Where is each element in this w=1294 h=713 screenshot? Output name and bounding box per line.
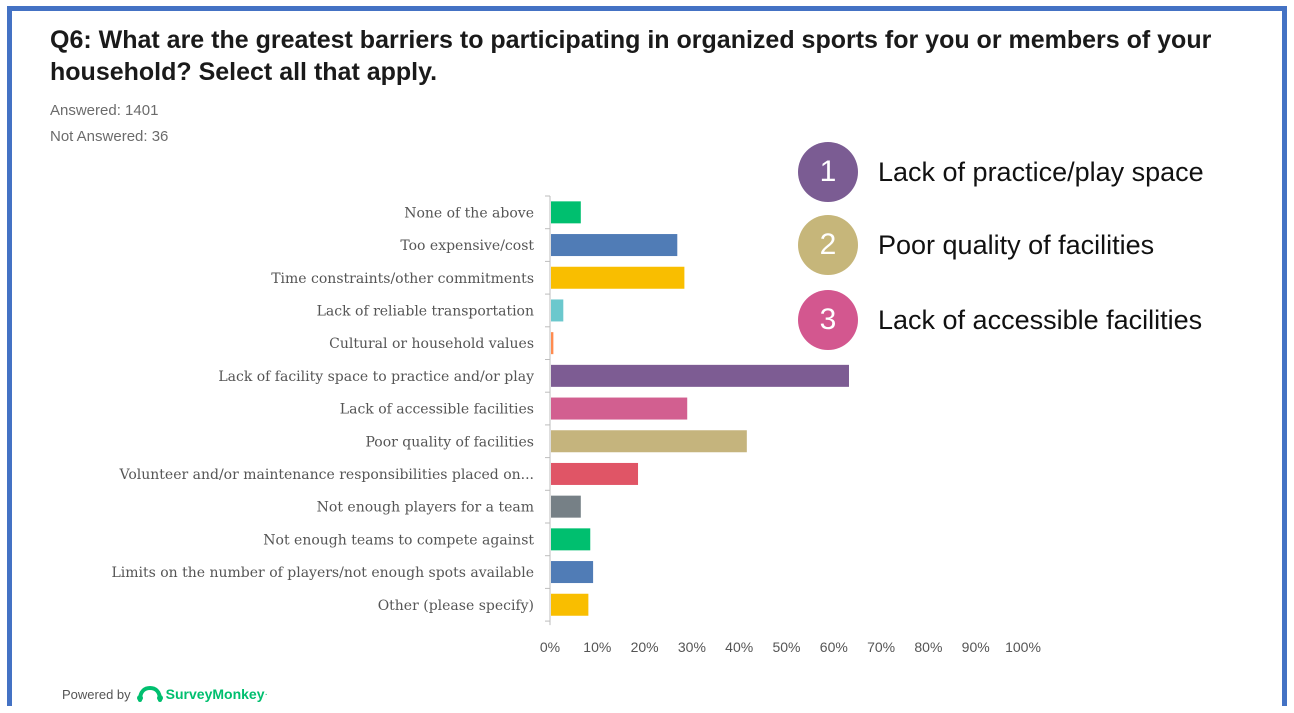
x-tick-label: 100% bbox=[1005, 639, 1041, 655]
answered-count: Answered: 1401 bbox=[50, 102, 159, 119]
category-label: Lack of accessible facilities bbox=[340, 402, 534, 418]
bar[interactable] bbox=[551, 528, 591, 551]
callout-2-number-badge: 2 bbox=[798, 215, 858, 275]
bar[interactable] bbox=[551, 266, 685, 289]
category-label: Lack of facility space to practice and/o… bbox=[218, 369, 534, 385]
callout-3-label: Lack of accessible facilities bbox=[878, 305, 1203, 335]
callout-1-label: Lack of practice/play space bbox=[878, 157, 1204, 187]
x-tick-label: 20% bbox=[631, 639, 659, 655]
category-label: Volunteer and/or maintenance responsibil… bbox=[119, 467, 534, 483]
bar[interactable] bbox=[551, 462, 639, 485]
x-tick-label: 80% bbox=[914, 639, 942, 655]
bar[interactable] bbox=[551, 332, 554, 355]
bar[interactable] bbox=[551, 397, 688, 420]
x-tick-label: 0% bbox=[540, 639, 560, 655]
category-label: Limits on the number of players/not enou… bbox=[111, 565, 534, 581]
category-label: Cultural or household values bbox=[329, 336, 534, 352]
bar[interactable] bbox=[551, 561, 594, 584]
x-tick-label: 50% bbox=[772, 639, 800, 655]
callout-2: 2 Poor quality of facilities bbox=[798, 215, 1278, 275]
category-label: Not enough teams to compete against bbox=[263, 532, 534, 548]
surveymonkey-logo-icon bbox=[136, 686, 163, 702]
bar[interactable] bbox=[551, 234, 678, 257]
powered-by-text: Powered by bbox=[62, 686, 131, 702]
surveymonkey-logo[interactable]: SurveyMonkey · bbox=[136, 686, 268, 702]
callout-3: 3 Lack of accessible facilities bbox=[798, 290, 1278, 350]
x-tick-label: 10% bbox=[583, 639, 611, 655]
x-tick-label: 60% bbox=[820, 639, 848, 655]
bar[interactable] bbox=[551, 201, 581, 224]
bar[interactable] bbox=[551, 430, 747, 453]
category-label: Not enough players for a team bbox=[317, 500, 534, 516]
callout-3-number-badge: 3 bbox=[798, 290, 858, 350]
category-label: Time constraints/other commitments bbox=[271, 271, 534, 287]
x-tick-label: 40% bbox=[725, 639, 753, 655]
bar[interactable] bbox=[551, 593, 589, 616]
x-tick-label: 70% bbox=[867, 639, 895, 655]
bar[interactable] bbox=[551, 364, 849, 387]
callout-1: 1 Lack of practice/play space bbox=[798, 142, 1278, 202]
callout-2-label: Poor quality of facilities bbox=[878, 230, 1155, 260]
x-tick-label: 30% bbox=[678, 639, 706, 655]
not-answered-count: Not Answered: 36 bbox=[50, 128, 169, 145]
bar[interactable] bbox=[551, 299, 564, 322]
powered-by-footer: Powered by SurveyMonkey · bbox=[62, 686, 268, 702]
category-label: Too expensive/cost bbox=[400, 238, 534, 254]
x-tick-label: 90% bbox=[962, 639, 990, 655]
surveymonkey-brand-text: SurveyMonkey bbox=[165, 686, 265, 702]
category-label: Poor quality of facilities bbox=[365, 434, 534, 450]
category-label: Lack of reliable transportation bbox=[317, 303, 534, 319]
question-title: Q6: What are the greatest barriers to pa… bbox=[50, 26, 1212, 86]
bar[interactable] bbox=[551, 495, 581, 518]
callout-1-number-badge: 1 bbox=[798, 142, 858, 202]
category-label: None of the above bbox=[404, 205, 534, 221]
survey-slide-frame bbox=[7, 6, 1287, 706]
category-label: Other (please specify) bbox=[378, 598, 534, 614]
surveymonkey-brand-mark: · bbox=[264, 688, 268, 700]
